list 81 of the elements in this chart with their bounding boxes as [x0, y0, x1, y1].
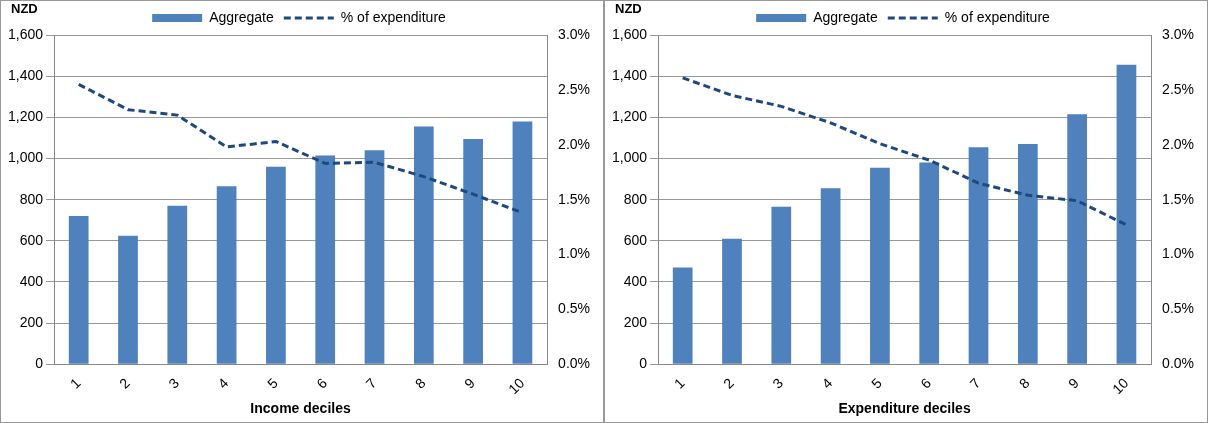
x-tick-label: 3	[769, 374, 787, 392]
y2-tick-label: 2.5%	[1162, 80, 1195, 97]
bar	[167, 205, 188, 364]
x-tick-label: 10	[504, 374, 528, 398]
x-tick-label: 9	[461, 374, 479, 392]
line-series	[681, 76, 1128, 227]
y-tick-label: 200	[19, 314, 44, 331]
bar	[722, 238, 742, 364]
x-tick-label: 2	[720, 374, 737, 392]
y2-tick-label: 1.0%	[1162, 245, 1195, 262]
x-tick-label: 1	[66, 374, 84, 392]
bar	[771, 206, 792, 364]
y2-tick-label: 1.0%	[558, 245, 591, 262]
x-tick-label: 4	[214, 374, 232, 392]
legend-label: Aggregate	[813, 8, 878, 25]
y-tick-label: 200	[623, 314, 648, 331]
bar	[1116, 64, 1137, 364]
y2-tick-label: 2.0%	[558, 135, 591, 152]
y-tick-label: 600	[623, 231, 648, 248]
bar	[216, 186, 237, 364]
y-tick-label: 1,200	[7, 108, 44, 125]
y-tick-label: 600	[19, 231, 44, 248]
y-tick-label: 400	[623, 272, 648, 289]
bar	[672, 267, 693, 364]
y-tick-label: 1,600	[611, 25, 648, 42]
y-tick-label: 1,400	[7, 67, 44, 84]
x-tick-label: 5	[867, 374, 885, 392]
y2-tick-label: 0.0%	[1162, 355, 1195, 372]
y-axis-title: NZD	[615, 1, 642, 17]
x-tick-label: 10	[1108, 374, 1132, 398]
bar	[1017, 144, 1038, 364]
y-tick-label: 1,000	[7, 149, 44, 166]
x-tick-label: 8	[411, 374, 429, 392]
x-tick-label: 7	[966, 374, 984, 392]
x-tick-label: 8	[1015, 374, 1033, 392]
bar	[463, 138, 483, 364]
x-tick-label: 1	[670, 374, 688, 392]
x-tick-label: 6	[917, 374, 935, 392]
x-tick-label: 4	[818, 374, 836, 392]
x-tick-label: 5	[263, 374, 281, 392]
bar	[68, 216, 89, 364]
legend-label: % of expenditure	[944, 8, 1051, 25]
bar	[118, 235, 138, 364]
y2-tick-label: 1.5%	[1162, 190, 1195, 207]
x-axis-title: Expenditure deciles	[838, 400, 971, 417]
bar	[919, 162, 940, 364]
bar	[266, 166, 286, 364]
x-tick-label: 3	[165, 374, 183, 392]
y-tick-label: 1,600	[7, 25, 44, 42]
bar	[413, 126, 434, 364]
y-axis-title: NZD	[11, 1, 38, 17]
bar	[315, 155, 336, 364]
y-tick-label: 0	[35, 355, 44, 372]
y-tick-label: 800	[623, 190, 648, 207]
y2-tick-label: 2.0%	[1162, 135, 1195, 152]
x-tick-label: 9	[1065, 374, 1083, 392]
y2-tick-label: 0.0%	[558, 355, 591, 372]
y-tick-label: 1,400	[611, 67, 648, 84]
y-tick-label: 800	[19, 190, 44, 207]
bar	[364, 150, 385, 364]
x-tick-label: 6	[313, 374, 331, 392]
bar	[512, 121, 533, 364]
bar	[820, 188, 841, 364]
y-tick-label: 400	[19, 272, 44, 289]
x-tick-label: 7	[362, 374, 380, 392]
x-axis-title: Income deciles	[250, 400, 351, 417]
y2-tick-label: 3.0%	[1162, 25, 1195, 42]
y2-tick-label: 0.5%	[558, 300, 591, 317]
bar	[1067, 114, 1087, 364]
y-tick-label: 1,200	[611, 108, 648, 125]
y-tick-label: 0	[639, 355, 648, 372]
legend-label: Aggregate	[209, 8, 274, 25]
y2-tick-label: 0.5%	[1162, 300, 1195, 317]
y2-tick-label: 1.5%	[558, 190, 591, 207]
legend-label: % of expenditure	[340, 8, 447, 25]
y2-tick-label: 3.0%	[558, 25, 591, 42]
bar	[968, 147, 989, 364]
y2-tick-label: 2.5%	[558, 80, 591, 97]
x-tick-label: 2	[116, 374, 133, 392]
y-tick-label: 1,000	[611, 149, 648, 166]
bar	[870, 167, 890, 364]
